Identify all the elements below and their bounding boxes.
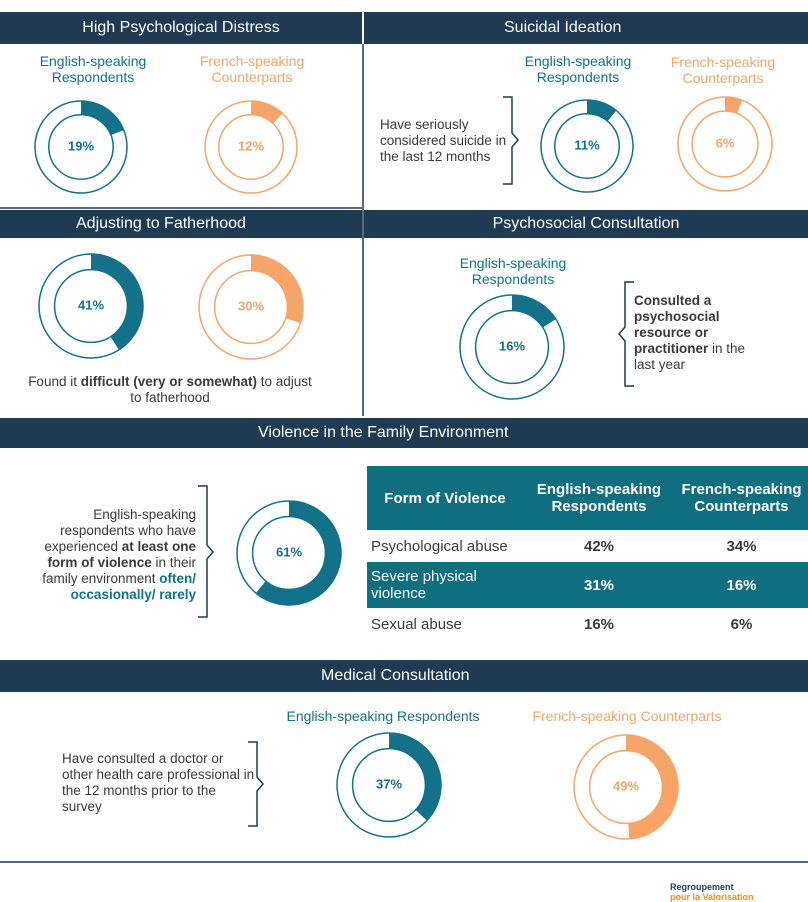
group-label: French-speaking Counterparts bbox=[199, 53, 305, 85]
note-text: often/ occasionally/ rarely bbox=[70, 571, 196, 602]
note-text: Found it bbox=[28, 374, 81, 389]
donut-label: 49% bbox=[613, 778, 639, 793]
note-text: Have seriously considered suicide in the… bbox=[380, 117, 507, 164]
donut-segment bbox=[587, 100, 617, 122]
donut-hole bbox=[554, 113, 620, 179]
table-cell: 16% bbox=[583, 615, 615, 633]
bracket bbox=[248, 741, 264, 827]
donut-label: 11% bbox=[574, 137, 600, 152]
table-cell: 34% bbox=[726, 537, 757, 555]
donut-segment bbox=[626, 735, 678, 839]
group-label: English-speaking Respondents bbox=[39, 53, 147, 85]
note: Found it difficult (very or somewhat) to… bbox=[25, 374, 315, 406]
table-cell: 16% bbox=[675, 562, 808, 608]
note: Have seriously considered suicide in the… bbox=[380, 117, 512, 165]
logo-text: Regroupement bbox=[670, 882, 734, 892]
donut-label: 16% bbox=[499, 338, 525, 353]
note-text: Consulted a psychosocial resource or pra… bbox=[634, 293, 720, 356]
bracket bbox=[503, 96, 519, 185]
donut: 6% bbox=[677, 96, 773, 192]
note-text: English-speaking respondents who have ex… bbox=[44, 507, 196, 554]
table-cell: Psychological abuse bbox=[371, 537, 508, 555]
group-label: English-speaking Respondents bbox=[524, 53, 632, 85]
note-text: in their family environment bbox=[42, 555, 196, 586]
donut-hole bbox=[351, 747, 427, 823]
table-cell: 6% bbox=[730, 615, 753, 633]
note-text: at least one form of violence bbox=[47, 539, 196, 570]
donut: 61% bbox=[236, 500, 342, 606]
donut-hole bbox=[251, 515, 327, 591]
header-cell: Form of Violence bbox=[367, 466, 523, 530]
table-header: Form of Violence English-speaking Respon… bbox=[367, 466, 808, 530]
note-text: to adjust to fatherhood bbox=[130, 374, 312, 405]
table-cell: 42% bbox=[583, 537, 615, 555]
group-label: French-speaking Counterparts bbox=[532, 708, 722, 724]
donut: 16% bbox=[459, 294, 565, 400]
donut-hole bbox=[474, 309, 550, 385]
section-title: Medical Consultation bbox=[0, 660, 808, 692]
note-text: Have consulted a doctor or other health … bbox=[62, 751, 255, 814]
donut-label: 41% bbox=[78, 297, 104, 312]
note: Have consulted a doctor or other health … bbox=[62, 751, 257, 815]
donut: 12% bbox=[204, 100, 298, 194]
section-title: Psychosocial Consultation bbox=[364, 210, 808, 238]
donut-hole bbox=[213, 269, 289, 345]
donut: 41% bbox=[38, 253, 144, 359]
bracket bbox=[198, 485, 214, 618]
donut: 11% bbox=[540, 99, 634, 193]
bracket bbox=[618, 281, 634, 387]
donut: 37% bbox=[336, 732, 442, 838]
donut-hole bbox=[53, 268, 129, 344]
donut-segment bbox=[725, 97, 743, 114]
note-text: difficult (very or somewhat) bbox=[80, 374, 257, 389]
donut-segment bbox=[251, 255, 303, 324]
section-title: Adjusting to Fatherhood bbox=[0, 210, 362, 238]
section-title: Violence in the Family Environment bbox=[0, 418, 808, 448]
note: Consulted a psychosocial resource or pra… bbox=[634, 293, 764, 373]
table-row: Sexual abuse 16% 6% bbox=[367, 608, 808, 640]
donut: 49% bbox=[573, 734, 679, 840]
header-cell: English-speaking Respondents bbox=[523, 466, 675, 530]
note: English-speaking respondents who have ex… bbox=[30, 507, 196, 603]
donut-segment bbox=[255, 501, 341, 605]
donut-hole bbox=[691, 110, 759, 178]
logo-text: pour la Valorisation bbox=[670, 892, 754, 902]
donut-segment bbox=[251, 101, 283, 124]
header-cell: French-speaking Counterparts bbox=[675, 466, 808, 530]
section-title: High Psychological Distress bbox=[0, 12, 362, 44]
donut-hole bbox=[48, 114, 114, 180]
violence-table: Form of Violence English-speaking Respon… bbox=[367, 466, 808, 640]
donut-label: 19% bbox=[68, 138, 94, 153]
note-text: in the last year bbox=[634, 341, 746, 372]
logo: Regroupement pour la Valorisation bbox=[670, 882, 754, 902]
table-cell: 31% bbox=[523, 562, 675, 608]
section-title: Suicidal Ideation bbox=[364, 12, 808, 44]
table-cell: Severe physical violence bbox=[367, 562, 523, 608]
table-cell: Sexual abuse bbox=[371, 615, 462, 633]
donut-label: 12% bbox=[238, 138, 264, 153]
donut-segment bbox=[389, 733, 441, 821]
donut-label: 30% bbox=[238, 298, 264, 313]
donut-hole bbox=[218, 114, 284, 180]
table-row: Psychological abuse 42% 34% bbox=[367, 530, 808, 562]
donut-segment bbox=[91, 254, 143, 350]
donut-hole bbox=[588, 749, 664, 825]
donut-segment bbox=[512, 295, 556, 328]
table-row: Severe physical violence 31% 16% bbox=[367, 562, 808, 608]
donut-label: 37% bbox=[376, 776, 402, 791]
donut: 30% bbox=[198, 254, 304, 360]
group-label: French-speaking Counterparts bbox=[670, 54, 776, 86]
donut-label: 6% bbox=[716, 135, 735, 150]
donut: 19% bbox=[34, 100, 128, 194]
donut-label: 61% bbox=[276, 544, 302, 559]
donut-segment bbox=[81, 101, 124, 136]
group-label: English-speaking Respondents bbox=[286, 708, 480, 724]
group-label: English-speaking Respondents bbox=[459, 255, 567, 287]
